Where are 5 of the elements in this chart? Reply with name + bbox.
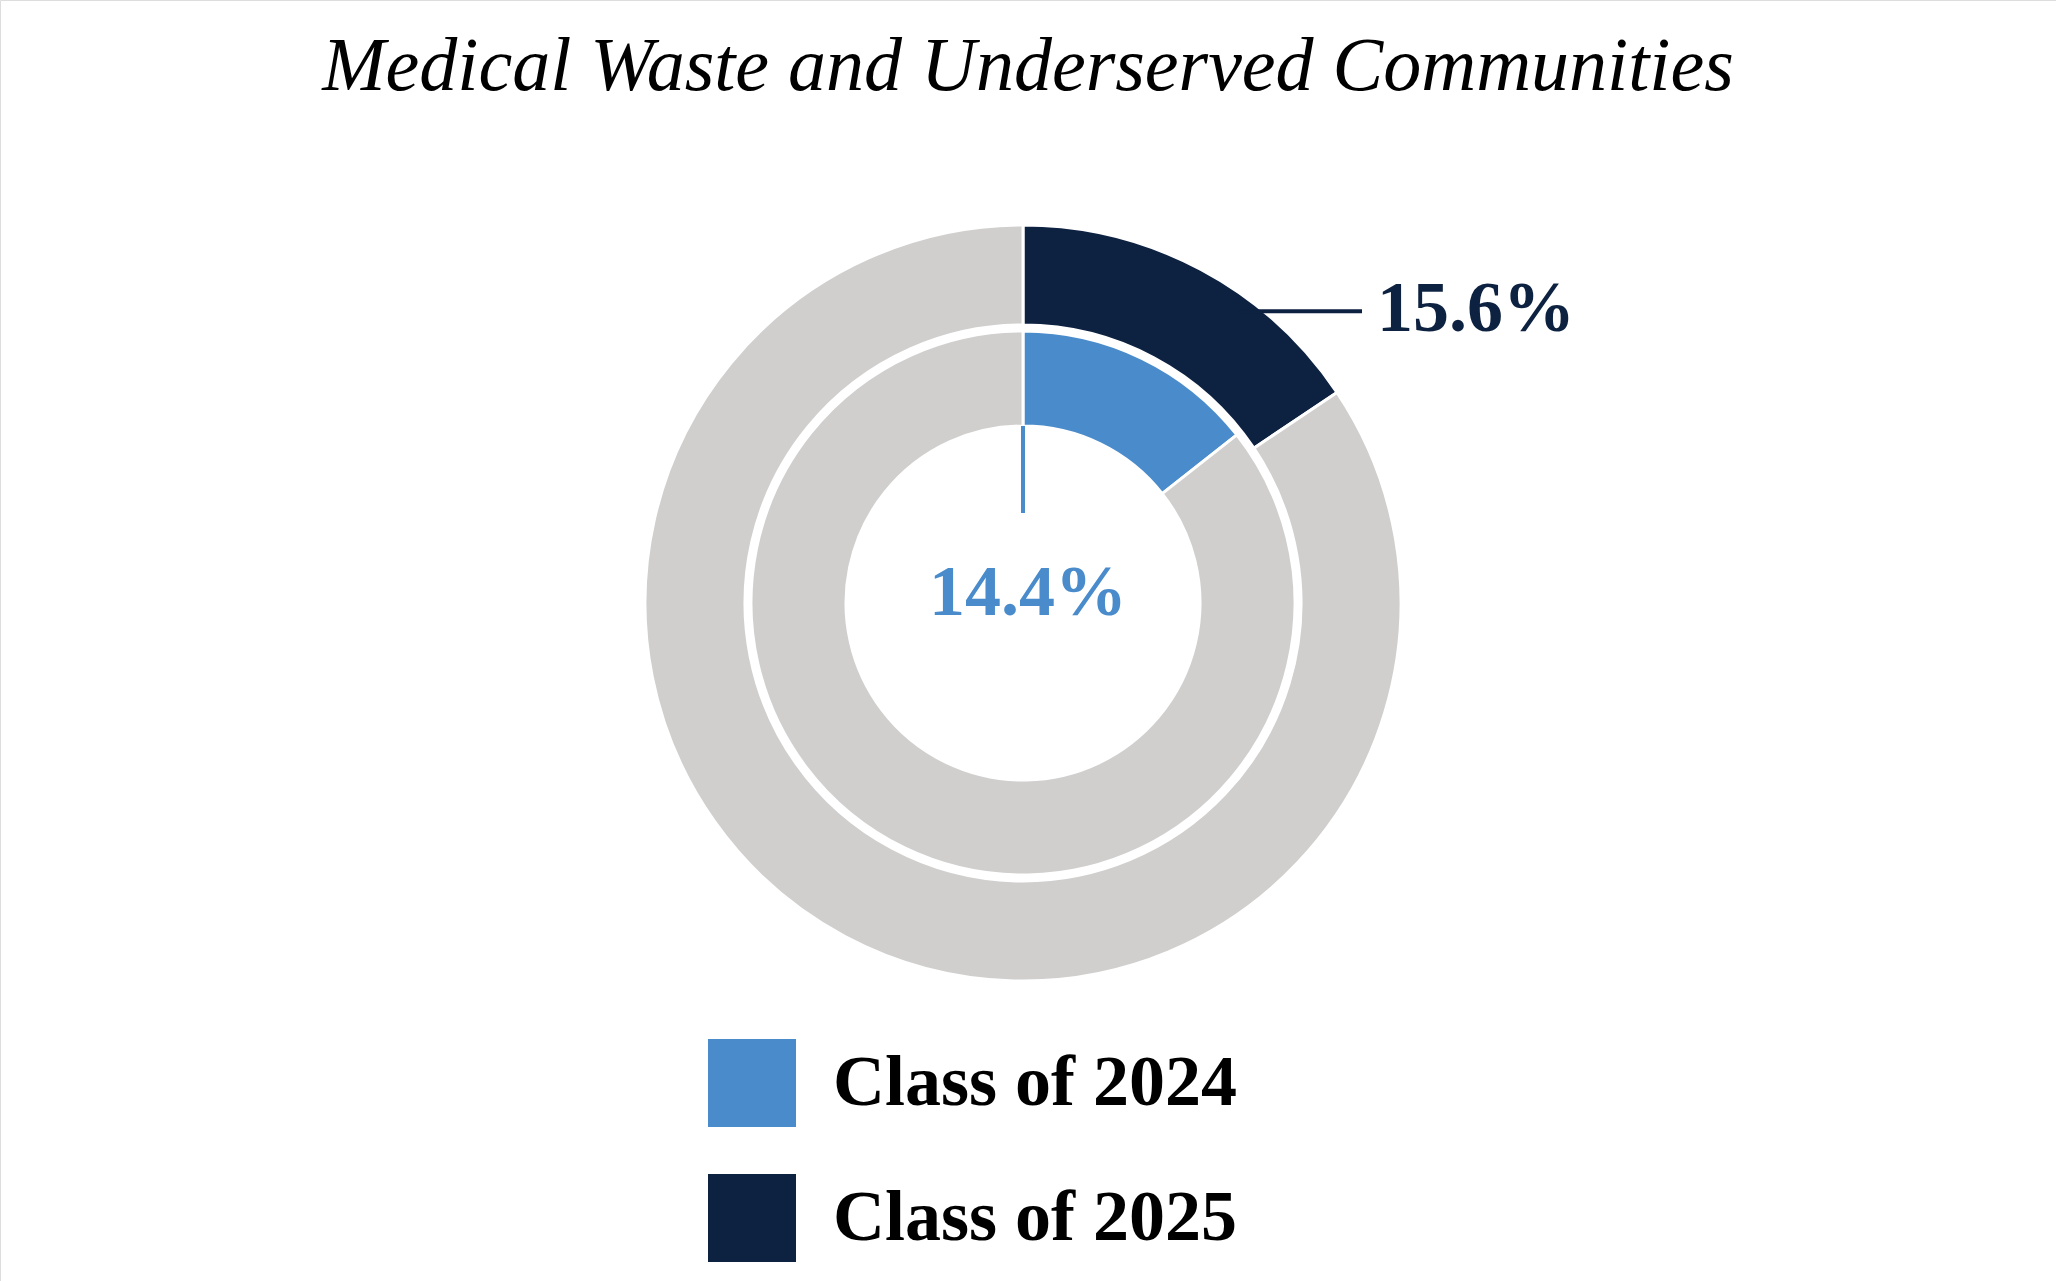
- data-label: 15.6%: [1377, 267, 1575, 348]
- legend-label: Class of 2024: [833, 1041, 1238, 1121]
- chart-title: Medical Waste and Underserved Communities: [321, 22, 1734, 106]
- data-label: 14.4%: [929, 551, 1127, 631]
- legend-label: Class of 2025: [833, 1176, 1238, 1256]
